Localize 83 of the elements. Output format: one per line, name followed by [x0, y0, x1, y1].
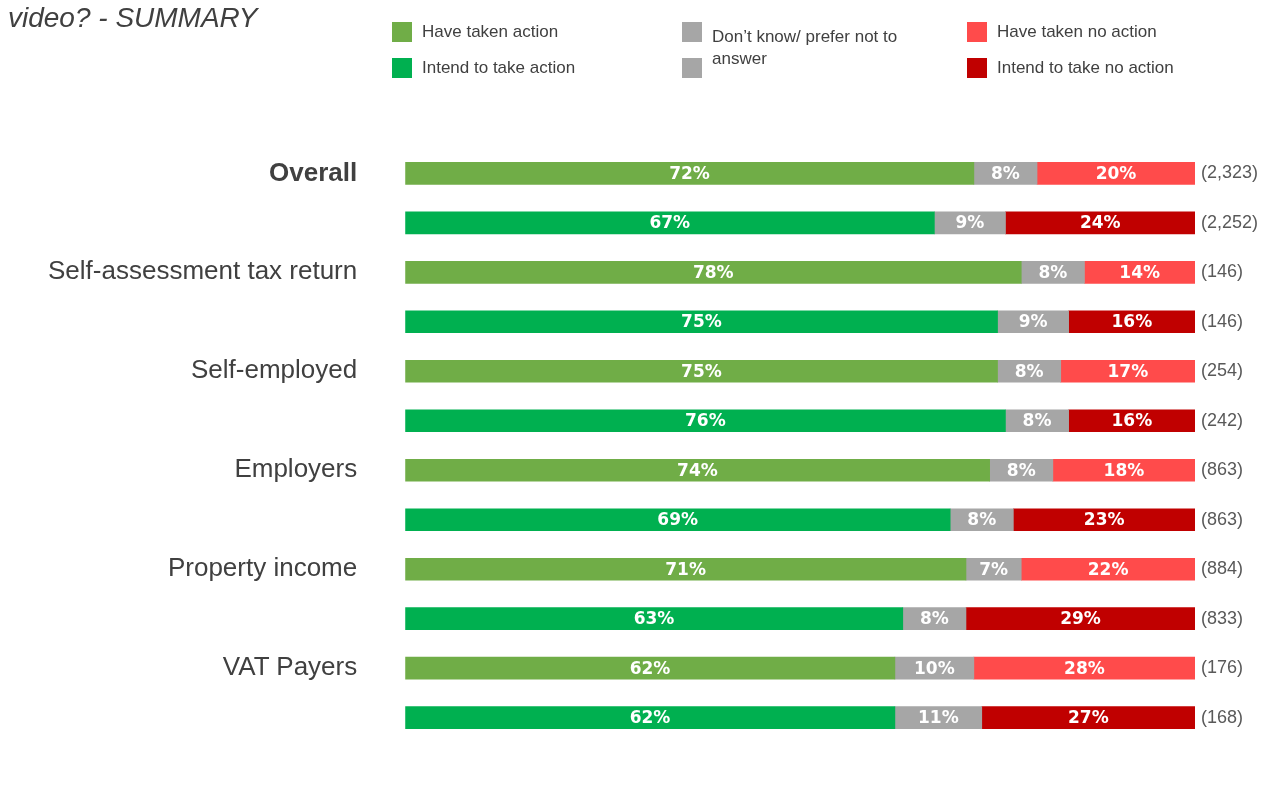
data-label: 22% — [1087, 558, 1129, 579]
data-label: 11% — [917, 707, 959, 728]
bar — [405, 359, 998, 383]
data-label: 62% — [629, 657, 671, 678]
data-label: 17% — [1107, 360, 1149, 381]
text: (833) — [1201, 607, 1244, 628]
text: (884) — [1201, 558, 1244, 579]
text: (242) — [1201, 409, 1244, 430]
bar — [973, 656, 1195, 680]
data-label: 69% — [657, 509, 699, 530]
y-tick-label: Self-assessment tax return — [48, 255, 358, 286]
data-label: 8% — [1022, 410, 1052, 431]
y-tick-label: Property income — [167, 552, 358, 583]
data-label: 14% — [1119, 261, 1161, 282]
data-label: 76% — [684, 410, 726, 431]
y-tick-label: Overall — [269, 156, 358, 187]
legend-label: Intend to take action — [422, 58, 576, 78]
text: (176) — [1201, 657, 1244, 678]
data-label: 72% — [669, 162, 710, 183]
data-label: 18% — [1103, 459, 1145, 480]
bar — [405, 557, 967, 581]
data-label: 20% — [1095, 162, 1137, 183]
bar — [405, 211, 935, 235]
data-label: 16% — [1111, 410, 1153, 431]
text: (863) — [1201, 459, 1244, 480]
y-tick-label: Self-employed — [191, 354, 358, 385]
data-label: 8% — [1038, 261, 1068, 282]
bar — [981, 706, 1195, 729]
bar — [1068, 310, 1195, 334]
bar — [405, 706, 896, 729]
data-label: 74% — [677, 459, 718, 480]
bar — [1052, 458, 1195, 482]
data-label: 29% — [1060, 608, 1101, 629]
data-label: 23% — [1083, 509, 1125, 530]
data-label: 16% — [1111, 311, 1153, 332]
data-label: 8% — [1014, 360, 1044, 381]
data-label: 75% — [681, 311, 722, 332]
data-label: 78% — [692, 261, 734, 282]
data-label: 9% — [955, 212, 985, 233]
bar — [405, 508, 951, 532]
data-label: 67% — [649, 212, 691, 233]
bar — [1013, 508, 1195, 532]
legend-label: Have taken action — [422, 22, 559, 42]
bar — [405, 409, 1006, 433]
text: (146) — [1201, 261, 1244, 282]
text: (254) — [1201, 360, 1244, 381]
data-label: 28% — [1064, 657, 1105, 678]
legend-label: Have taken no action — [997, 22, 1157, 42]
text: (168) — [1201, 706, 1244, 727]
bar — [1020, 557, 1195, 581]
bar — [405, 310, 998, 334]
bar — [405, 607, 904, 631]
data-label: 71% — [665, 558, 706, 579]
data-label: 8% — [967, 509, 997, 530]
bar — [405, 162, 975, 185]
data-label: 24% — [1079, 212, 1121, 233]
text: (863) — [1201, 508, 1244, 529]
bar — [405, 656, 896, 680]
data-label: 8% — [991, 162, 1020, 183]
bar — [1060, 359, 1195, 383]
text: (2,252) — [1201, 211, 1259, 232]
data-label: 9% — [1018, 311, 1048, 332]
bar — [1005, 211, 1195, 235]
data-label: 8% — [919, 608, 949, 629]
data-label: 63% — [633, 608, 675, 629]
bar — [1068, 409, 1195, 433]
legend-label: Don’t know/ prefer not to answer — [712, 26, 899, 70]
data-label: 27% — [1068, 707, 1109, 728]
text: (146) — [1201, 310, 1244, 331]
data-label: 7% — [979, 558, 1009, 579]
data-label: 10% — [914, 657, 955, 678]
bar — [1036, 162, 1195, 185]
y-tick-label: Employers — [234, 453, 358, 484]
text: video? - SUMMARY — [8, 2, 258, 34]
bar — [965, 607, 1195, 631]
legend-label: Intend to take no action — [997, 58, 1174, 78]
data-label: 75% — [681, 360, 722, 381]
bar — [405, 458, 990, 482]
bar — [405, 260, 1022, 284]
data-label: 62% — [629, 707, 671, 728]
data-label: 8% — [1006, 459, 1036, 480]
text: (2,323) — [1201, 162, 1259, 183]
y-tick-label: VAT Payers — [222, 651, 358, 682]
